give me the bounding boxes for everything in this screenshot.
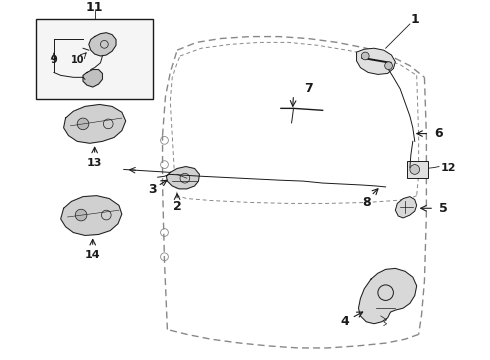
Text: 12: 12: [441, 162, 457, 172]
Polygon shape: [357, 48, 395, 75]
Text: 7: 7: [304, 82, 313, 95]
Circle shape: [410, 165, 419, 174]
Text: 5: 5: [440, 202, 448, 215]
Bar: [36, 19, 153, 99]
Bar: [407, 161, 428, 178]
Text: 10: 10: [71, 55, 84, 65]
Polygon shape: [89, 33, 116, 56]
Text: 9: 9: [50, 55, 57, 65]
Text: 8: 8: [362, 196, 370, 209]
Text: 4: 4: [341, 315, 349, 328]
Polygon shape: [61, 195, 122, 235]
Polygon shape: [395, 197, 416, 218]
Text: 14: 14: [85, 250, 100, 260]
Circle shape: [75, 209, 87, 221]
Text: 2: 2: [173, 200, 181, 213]
Text: 3: 3: [148, 183, 157, 196]
Text: 13: 13: [87, 158, 102, 168]
Polygon shape: [83, 69, 102, 87]
Polygon shape: [167, 167, 199, 189]
Text: 11: 11: [86, 1, 103, 14]
Polygon shape: [359, 269, 416, 324]
Text: 1: 1: [410, 13, 419, 26]
Circle shape: [77, 118, 89, 130]
Text: 6: 6: [435, 127, 443, 140]
Circle shape: [362, 52, 369, 60]
Circle shape: [385, 62, 392, 69]
Polygon shape: [64, 104, 126, 143]
